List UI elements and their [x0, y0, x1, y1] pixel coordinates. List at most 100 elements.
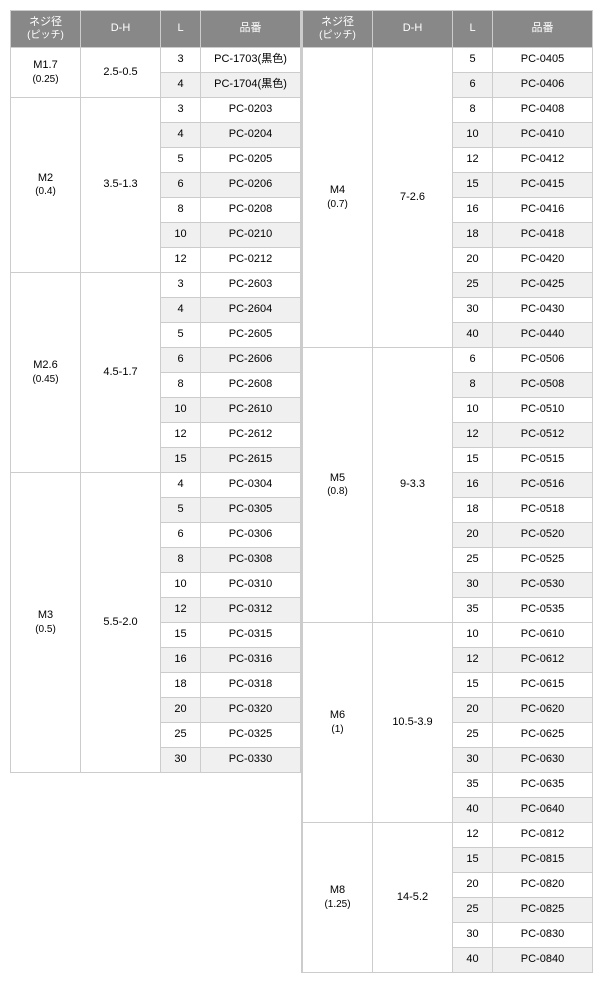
cell-l: 8	[453, 373, 493, 398]
cell-l: 10	[453, 398, 493, 423]
cell-part: PC-1703(黒色)	[201, 48, 301, 73]
table-row: M2.6(0.45)4.5-1.73PC-2603	[11, 273, 301, 298]
cell-l: 15	[161, 448, 201, 473]
cell-part: PC-0418	[493, 223, 593, 248]
table-container: ネジ径(ピッチ) D-H L 品番 M1.7(0.25)2.5-0.53PC-1…	[10, 10, 590, 973]
cell-l: 20	[161, 698, 201, 723]
cell-dh: 14-5.2	[373, 823, 453, 973]
cell-part: PC-0516	[493, 473, 593, 498]
cell-part: PC-0508	[493, 373, 593, 398]
cell-part: PC-2610	[201, 398, 301, 423]
cell-part: PC-0310	[201, 573, 301, 598]
cell-l: 40	[453, 798, 493, 823]
cell-l: 12	[161, 248, 201, 273]
cell-l: 20	[453, 873, 493, 898]
cell-part: PC-0630	[493, 748, 593, 773]
cell-part: PC-0315	[201, 623, 301, 648]
cell-l: 15	[453, 448, 493, 473]
cell-l: 5	[161, 323, 201, 348]
cell-part: PC-0330	[201, 748, 301, 773]
cell-l: 18	[453, 223, 493, 248]
cell-part: PC-0408	[493, 98, 593, 123]
cell-part: PC-0518	[493, 498, 593, 523]
cell-part: PC-2605	[201, 323, 301, 348]
cell-l: 15	[453, 848, 493, 873]
cell-l: 20	[453, 698, 493, 723]
table-row: M4(0.7)7-2.65PC-0405	[303, 48, 593, 73]
cell-l: 30	[453, 298, 493, 323]
cell-part: PC-0640	[493, 798, 593, 823]
cell-part: PC-0405	[493, 48, 593, 73]
cell-l: 16	[453, 198, 493, 223]
right-table-wrap: ネジ径(ピッチ) D-H L 品番 M4(0.7)7-2.65PC-04056P…	[301, 10, 593, 973]
cell-l: 25	[161, 723, 201, 748]
cell-l: 30	[453, 923, 493, 948]
cell-part: PC-0530	[493, 573, 593, 598]
right-tbody: M4(0.7)7-2.65PC-04056PC-04068PC-040810PC…	[303, 48, 593, 973]
cell-screw: M5(0.8)	[303, 348, 373, 623]
cell-part: PC-0305	[201, 498, 301, 523]
cell-part: PC-0815	[493, 848, 593, 873]
cell-screw: M1.7(0.25)	[11, 48, 81, 98]
cell-part: PC-0440	[493, 323, 593, 348]
header-row: ネジ径(ピッチ) D-H L 品番	[11, 11, 301, 48]
cell-part: PC-0840	[493, 948, 593, 973]
hdr-dh: D-H	[373, 11, 453, 48]
table-row: M8(1.25)14-5.212PC-0812	[303, 823, 593, 848]
cell-l: 6	[453, 73, 493, 98]
cell-part: PC-0210	[201, 223, 301, 248]
cell-l: 25	[453, 273, 493, 298]
cell-l: 6	[161, 348, 201, 373]
cell-part: PC-0212	[201, 248, 301, 273]
cell-part: PC-0208	[201, 198, 301, 223]
table-row: M5(0.8)9-3.36PC-0506	[303, 348, 593, 373]
cell-l: 8	[161, 548, 201, 573]
cell-l: 6	[161, 523, 201, 548]
cell-part: PC-0420	[493, 248, 593, 273]
cell-part: PC-0820	[493, 873, 593, 898]
cell-l: 18	[453, 498, 493, 523]
cell-part: PC-0506	[493, 348, 593, 373]
cell-part: PC-0308	[201, 548, 301, 573]
cell-part: PC-0510	[493, 398, 593, 423]
cell-dh: 3.5-1.3	[81, 98, 161, 273]
table-row: M2(0.4)3.5-1.33PC-0203	[11, 98, 301, 123]
cell-part: PC-0515	[493, 448, 593, 473]
cell-part: PC-2604	[201, 298, 301, 323]
cell-l: 35	[453, 773, 493, 798]
cell-l: 3	[161, 273, 201, 298]
cell-part: PC-0316	[201, 648, 301, 673]
cell-dh: 10.5-3.9	[373, 623, 453, 823]
hdr-l: L	[453, 11, 493, 48]
cell-l: 20	[453, 248, 493, 273]
hdr-l: L	[161, 11, 201, 48]
cell-l: 3	[161, 98, 201, 123]
cell-l: 15	[453, 173, 493, 198]
cell-l: 18	[161, 673, 201, 698]
cell-dh: 4.5-1.7	[81, 273, 161, 473]
cell-part: PC-1704(黒色)	[201, 73, 301, 98]
cell-l: 10	[453, 123, 493, 148]
cell-part: PC-0204	[201, 123, 301, 148]
cell-part: PC-0325	[201, 723, 301, 748]
cell-l: 30	[453, 748, 493, 773]
cell-l: 8	[453, 98, 493, 123]
cell-part: PC-2606	[201, 348, 301, 373]
cell-dh: 7-2.6	[373, 48, 453, 348]
cell-l: 35	[453, 598, 493, 623]
table-row: M6(1)10.5-3.910PC-0610	[303, 623, 593, 648]
cell-l: 40	[453, 323, 493, 348]
cell-part: PC-0410	[493, 123, 593, 148]
cell-part: PC-0306	[201, 523, 301, 548]
left-thead: ネジ径(ピッチ) D-H L 品番	[11, 11, 301, 48]
cell-l: 12	[161, 598, 201, 623]
cell-l: 6	[453, 348, 493, 373]
cell-dh: 9-3.3	[373, 348, 453, 623]
hdr-screw: ネジ径(ピッチ)	[303, 11, 373, 48]
cell-screw: M3(0.5)	[11, 473, 81, 773]
cell-part: PC-0320	[201, 698, 301, 723]
cell-part: PC-0620	[493, 698, 593, 723]
cell-part: PC-0635	[493, 773, 593, 798]
hdr-screw: ネジ径(ピッチ)	[11, 11, 81, 48]
cell-part: PC-0625	[493, 723, 593, 748]
